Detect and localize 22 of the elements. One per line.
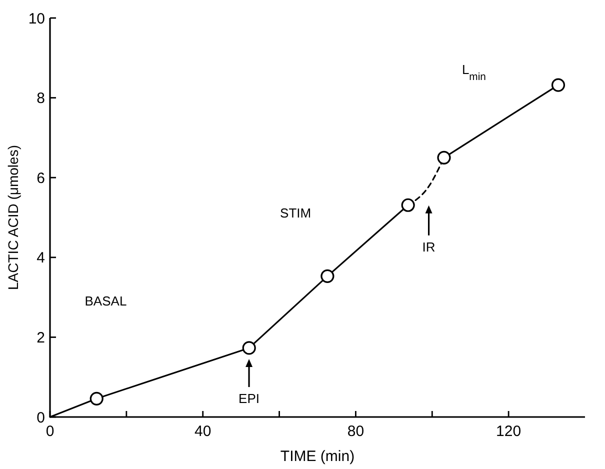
annotation: IR xyxy=(422,239,436,254)
y-tick-label: 6 xyxy=(36,170,45,187)
point xyxy=(551,78,566,92)
annotation: L$_{min}$ xyxy=(462,62,486,82)
point xyxy=(320,269,334,283)
x-tick-label: 120 xyxy=(496,423,522,440)
x-axis-title: TIME (min) xyxy=(280,448,355,465)
x-tick-label: 40 xyxy=(194,423,212,440)
annotation: STIM xyxy=(280,206,312,220)
x-tick-label: 80 xyxy=(347,423,364,440)
y-tick-label: 0 xyxy=(36,409,45,426)
point xyxy=(401,198,415,212)
y-tick-label: 2 xyxy=(36,329,45,346)
y-tick-label: 8 xyxy=(36,90,45,108)
y-tick-label: 10 xyxy=(28,10,45,28)
annotation: BASAL xyxy=(84,293,127,308)
point xyxy=(90,392,104,406)
point xyxy=(242,341,256,355)
annotation: EPI xyxy=(238,391,260,406)
y-tick-label: 4 xyxy=(36,250,45,267)
y-axis-title: LACTIC ACID (μmoles) xyxy=(5,145,21,290)
point xyxy=(437,150,451,164)
